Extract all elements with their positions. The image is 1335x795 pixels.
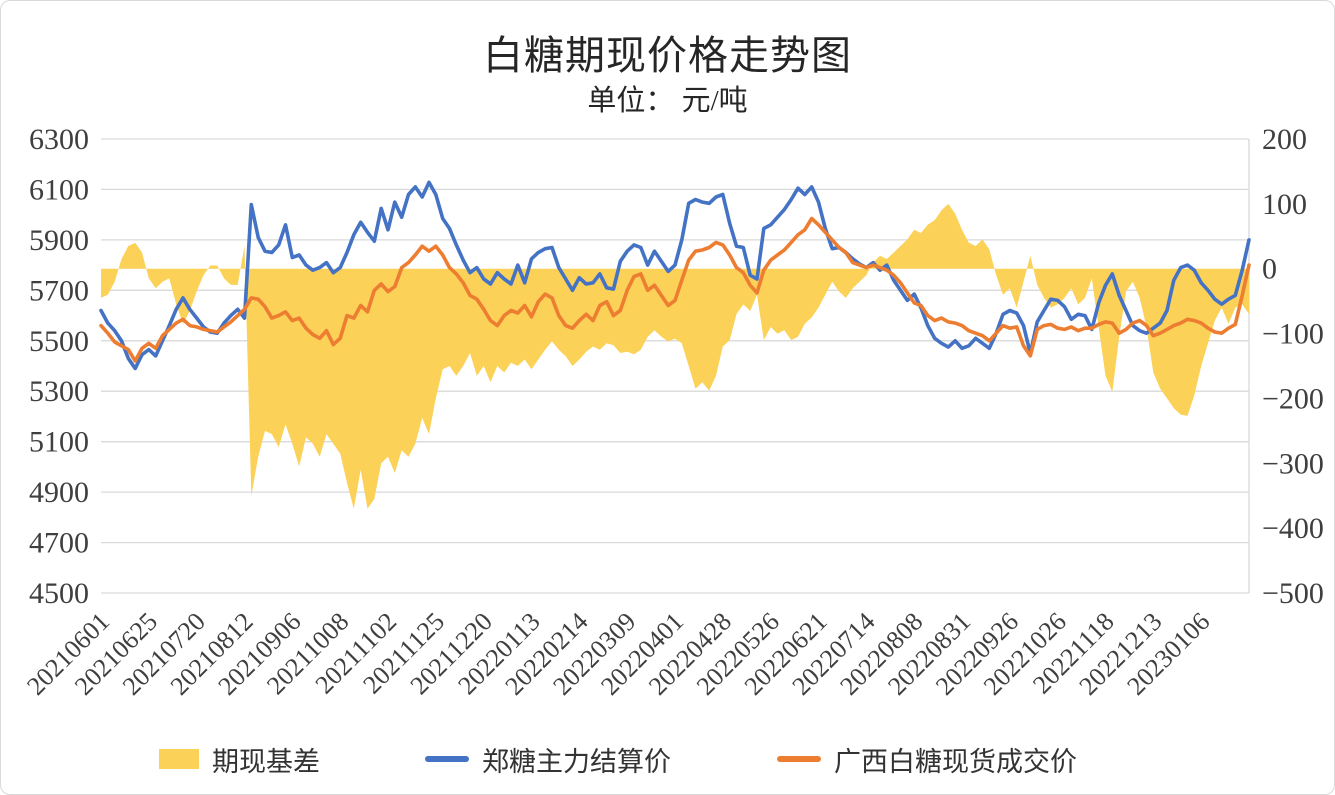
basis-area-swatch — [159, 749, 199, 769]
svg-text:6300: 6300 — [29, 123, 89, 156]
svg-text:−300: −300 — [1262, 447, 1324, 480]
svg-text:6100: 6100 — [29, 173, 89, 206]
futures-line — [99, 180, 1251, 371]
svg-text:4700: 4700 — [29, 527, 89, 560]
svg-text:5100: 5100 — [29, 426, 89, 459]
svg-text:5300: 5300 — [29, 375, 89, 408]
svg-text:4900: 4900 — [29, 476, 89, 509]
svg-text:−400: −400 — [1262, 512, 1324, 545]
futures-line-swatch — [425, 756, 469, 762]
legend-spot-label: 广西白糖现货成交价 — [834, 746, 1077, 777]
svg-text:5700: 5700 — [29, 274, 89, 307]
chart-title: 白糖期现价格走势图 — [483, 33, 852, 78]
left-axis-labels: 6300 6100 5900 5700 5500 5300 5100 4900 4700 4500 — [29, 123, 89, 610]
legend-basis-label: 期现基差 — [212, 746, 320, 777]
svg-text:−100: −100 — [1262, 318, 1324, 351]
legend-item-spot: 广西白糖现货成交价 — [777, 741, 1077, 777]
svg-text:5900: 5900 — [29, 224, 89, 257]
chart-subtitle: 单位： 元/吨 — [587, 85, 748, 117]
svg-text:0: 0 — [1262, 253, 1277, 286]
svg-text:4500: 4500 — [29, 577, 89, 610]
svg-text:5500: 5500 — [29, 325, 89, 358]
legend-futures-label: 郑糖主力结算价 — [482, 746, 671, 777]
basis-area — [101, 203, 1249, 509]
legend-item-futures: 郑糖主力结算价 — [425, 741, 671, 777]
x-axis-labels: 2021060120210625202107202021081220210906… — [21, 607, 1215, 701]
svg-text:−200: −200 — [1262, 382, 1324, 415]
svg-text:200: 200 — [1262, 123, 1307, 156]
spot-line — [99, 216, 1251, 363]
legend-item-basis: 期现基差 — [159, 741, 320, 777]
right-axis-labels: 200 100 0 −100 −200 −300 −400 −500 — [1262, 123, 1324, 610]
spot-line-swatch — [777, 756, 821, 762]
svg-text:−500: −500 — [1262, 577, 1324, 610]
svg-text:100: 100 — [1262, 188, 1307, 221]
